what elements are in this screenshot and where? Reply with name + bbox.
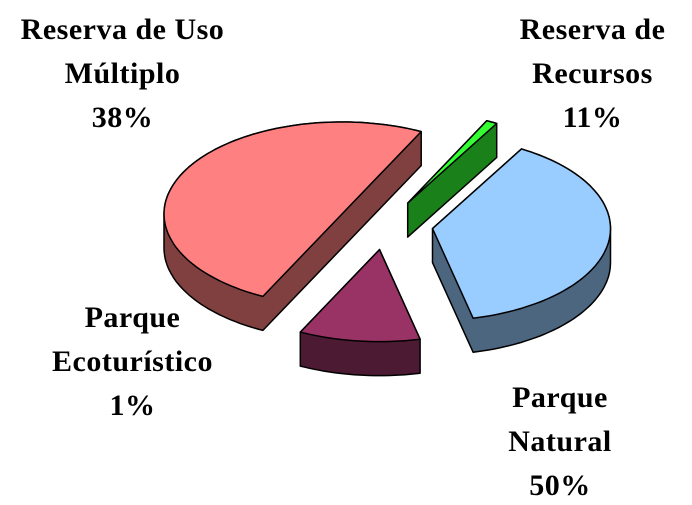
slice xyxy=(431,148,612,319)
category-label: Reserva de Uso Múltiplo xyxy=(20,13,225,90)
slice xyxy=(163,121,422,298)
slice-label: Parque Natural 50% xyxy=(485,376,635,505)
slice xyxy=(299,248,421,343)
slice-label: Parque Ecoturístico 1% xyxy=(30,296,235,428)
value-label: 11% xyxy=(562,101,623,134)
category-label: Reserva de Recursos xyxy=(519,13,666,90)
slice-label: Reserva de Uso Múltiplo 38% xyxy=(15,8,230,140)
value-label: 50% xyxy=(529,469,591,502)
value-label: 1% xyxy=(109,389,156,422)
category-label: Parque Ecoturístico xyxy=(52,301,213,378)
value-label: 38% xyxy=(91,101,154,134)
slice xyxy=(406,119,498,204)
category-label: Parque Natural xyxy=(508,381,612,458)
slice-label: Reserva de Recursos 11% xyxy=(500,8,685,140)
